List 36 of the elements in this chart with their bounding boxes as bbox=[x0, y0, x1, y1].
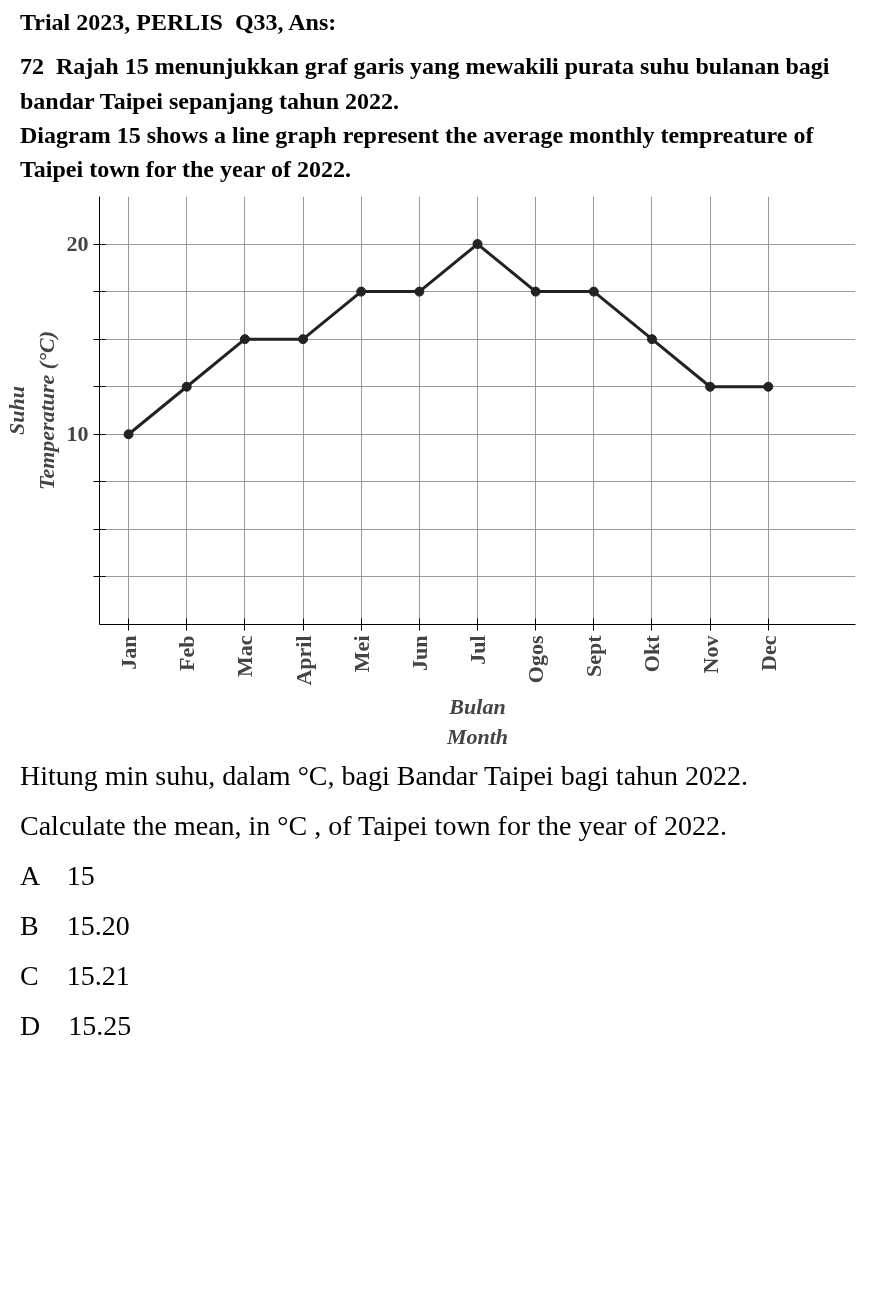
point bbox=[588, 287, 599, 298]
x-tick-label: Feb bbox=[174, 635, 200, 672]
point bbox=[705, 382, 716, 393]
x-tick-label: Mac bbox=[232, 635, 258, 678]
x-tick-label: Jan bbox=[116, 635, 142, 671]
y-tick-label: 10 bbox=[66, 421, 89, 447]
point bbox=[530, 287, 541, 298]
point bbox=[239, 334, 250, 345]
point bbox=[356, 287, 367, 298]
point bbox=[123, 429, 134, 440]
text: C 15.21 bbox=[20, 959, 130, 994]
point bbox=[181, 382, 192, 393]
point bbox=[414, 287, 425, 298]
text: Hitung min suhu, dalam °C, bagi Bandar Taipei bagi tahun 2022. bbox=[20, 759, 749, 794]
x-tick-label: Nov bbox=[697, 635, 723, 674]
point bbox=[763, 382, 774, 393]
y-tick-label: 20 bbox=[66, 231, 89, 257]
text: Calculate the mean, in °C , of Taipei town for the year of 2022. bbox=[20, 809, 727, 844]
text: B 15.20 bbox=[20, 909, 130, 944]
x-tick-label: Jul bbox=[465, 635, 490, 666]
x-tick-label: Sept bbox=[581, 635, 607, 678]
x-tick-label: Ogos bbox=[523, 635, 549, 684]
x-tick-label: Okt bbox=[639, 635, 665, 673]
x-tick-label: Mei bbox=[348, 635, 374, 673]
x-tick-label: Dec bbox=[755, 635, 781, 672]
x-axis-title: Bulan Month bbox=[445, 694, 509, 750]
y-axis-title: Suhu Temperature (°C) bbox=[3, 331, 59, 491]
x-tick-label: Jun bbox=[406, 635, 432, 672]
text: D 15.25 bbox=[20, 1009, 132, 1044]
chart-subtitle: 72 Rajah 15 menunjukkan graf garis yang mewakili purata suhu bulanan bagi bandar Taipei sepanjang tahun 2022. Diagram 15 shows a line graph represent the average monthly tempreature of Taipei town for the year of 2022. bbox=[20, 52, 831, 185]
point bbox=[472, 239, 483, 250]
point bbox=[646, 334, 657, 345]
text: A 15 bbox=[20, 859, 95, 894]
x-tick-label: April bbox=[290, 635, 316, 687]
point bbox=[298, 334, 309, 345]
chart-title: Trial 2023, PERLIS Q33, Ans: bbox=[20, 8, 337, 37]
